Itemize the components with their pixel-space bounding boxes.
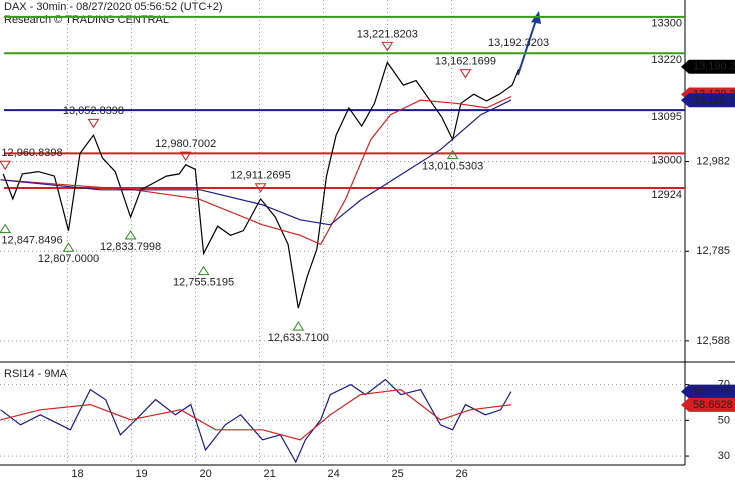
- level-label: 13000: [651, 154, 682, 166]
- x-tick-label: 24: [327, 468, 339, 480]
- series-line: [0, 388, 511, 441]
- y-tick-label: 12,785: [696, 245, 730, 257]
- forecast-arrow: [517, 16, 538, 76]
- series-line: [0, 99, 512, 226]
- price-tag-label: 66.0786: [693, 386, 733, 398]
- y-tick-label: 50: [718, 414, 730, 426]
- low-label: 13,010.5303: [422, 160, 483, 172]
- y-tick-label: 12,588: [696, 335, 730, 347]
- low-label: 12,847.8496: [1, 235, 62, 247]
- high-marker: [0, 160, 12, 171]
- high-marker: [254, 183, 267, 193]
- x-tick-label: 25: [392, 468, 404, 480]
- high-label: 13,162.1699: [435, 55, 496, 67]
- price-tag-label: 13,116.7: [693, 94, 735, 106]
- high-marker: [179, 151, 192, 162]
- high-label: 12,960.8398: [1, 147, 62, 159]
- high-label: 12,911.2695: [230, 170, 290, 182]
- price-tag: [681, 59, 735, 74]
- high-marker: [87, 118, 100, 129]
- series-line: [0, 95, 512, 246]
- low-marker: [124, 230, 137, 240]
- chart-title: DAX - 30min - 08/27/2020 05:56:52 (UTC+2…: [4, 1, 223, 13]
- y-tick-label: 12,982: [696, 155, 730, 167]
- high-label: 13,052.8398: [63, 105, 124, 117]
- level-label: 13300: [651, 18, 682, 30]
- high-marker: [381, 41, 394, 52]
- low-marker: [446, 149, 459, 160]
- high-marker: [459, 69, 472, 79]
- low-label: 12,833.7998: [100, 241, 161, 253]
- level-label: 13220: [651, 54, 682, 66]
- indicator-title: RSI14 - 9MA: [4, 368, 68, 380]
- x-tick-label: 18: [71, 468, 83, 480]
- low-marker: [62, 242, 75, 252]
- level-label: 12924: [651, 189, 682, 201]
- price-tag: [681, 384, 735, 399]
- x-tick-label: 21: [263, 468, 275, 480]
- x-tick-label: 26: [456, 468, 468, 480]
- low-marker: [197, 265, 210, 276]
- y-tick-label: 30: [718, 450, 730, 462]
- low-label: 12,807.0000: [38, 253, 99, 265]
- price-tag: [681, 397, 735, 412]
- high-label: 12,980.7002: [155, 138, 216, 150]
- low-label: 12,633.7100: [268, 332, 329, 344]
- series-line: [2, 61, 520, 309]
- low-label: 12,755.5195: [173, 277, 234, 289]
- x-tick-label: 20: [199, 468, 211, 480]
- price-tag: [681, 93, 735, 108]
- high-label: 13,221.8203: [357, 28, 418, 40]
- low-marker: [292, 321, 305, 331]
- level-label: 13095: [651, 111, 682, 123]
- price-tag-label: 13,190.2: [693, 61, 735, 73]
- low-marker: [0, 223, 12, 234]
- price-tag-label: 58.6628: [693, 399, 733, 411]
- x-tick-label: 19: [135, 468, 147, 480]
- chart-subtitle: Research © TRADING CENTRAL: [4, 14, 169, 26]
- last-label: 13,192.3203: [488, 37, 549, 49]
